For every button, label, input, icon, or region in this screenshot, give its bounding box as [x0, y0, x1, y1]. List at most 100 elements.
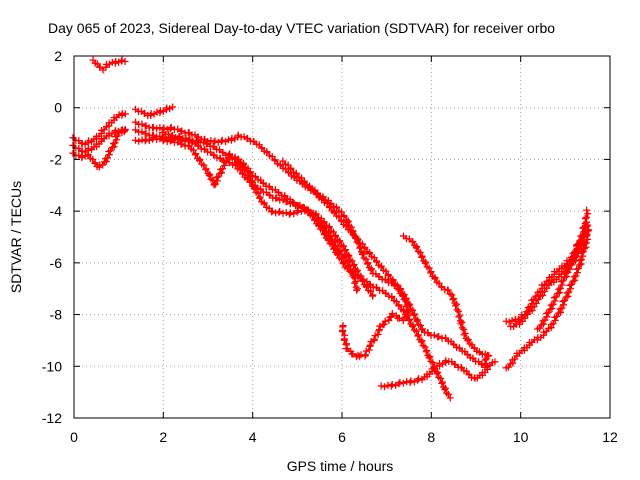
data-point [579, 238, 586, 246]
data-point [189, 146, 197, 154]
data-point [448, 291, 456, 299]
data-point [377, 382, 385, 390]
data-point [121, 125, 129, 133]
data-point [386, 313, 394, 321]
data-point [358, 277, 366, 285]
data-point [388, 310, 396, 318]
data-point [408, 322, 416, 330]
data-point [583, 213, 591, 221]
data-point [458, 324, 466, 332]
data-point [427, 269, 435, 277]
data-point [579, 224, 587, 232]
data-point [191, 151, 199, 159]
series-arc-7 [131, 126, 454, 402]
data-point [374, 330, 382, 338]
data-point [354, 351, 362, 359]
data-point [145, 137, 153, 145]
data-point [380, 320, 388, 328]
data-point [573, 269, 581, 277]
data-point [359, 249, 367, 257]
data-point [422, 348, 430, 356]
data-point [387, 313, 395, 321]
data-point [410, 378, 418, 386]
data-point [336, 247, 344, 255]
series-arc-12 [377, 357, 499, 391]
data-point [200, 161, 208, 169]
data-point [196, 157, 204, 165]
data-point [159, 137, 167, 145]
chart-title: Day 065 of 2023, Sidereal Day-to-day VTE… [48, 20, 555, 36]
series-arc-9 [158, 129, 362, 294]
data-point [416, 249, 424, 257]
data-point [567, 285, 574, 293]
y-tick-label: -6 [50, 255, 63, 271]
data-point [166, 137, 174, 145]
data-point [385, 316, 393, 324]
data-point [571, 276, 579, 284]
data-point [112, 133, 120, 141]
data-point [367, 266, 375, 274]
series-arc-2 [69, 126, 129, 156]
data-point [290, 210, 298, 218]
data-point [425, 354, 433, 362]
data-point [268, 208, 276, 216]
data-point [348, 228, 356, 236]
data-point [142, 136, 150, 144]
data-point [435, 279, 443, 287]
data-point [403, 378, 411, 386]
series-arc-1 [69, 109, 129, 148]
data-point [453, 306, 461, 314]
data-point [400, 291, 408, 299]
y-tick-label: -12 [42, 410, 62, 426]
data-point [356, 244, 364, 252]
data-point [345, 261, 353, 269]
data-point [160, 124, 168, 132]
data-point [358, 250, 366, 258]
data-point [384, 381, 392, 389]
y-axis-label: SDTVAR / TECUs [8, 181, 24, 293]
data-point [347, 347, 355, 355]
data-point [438, 379, 446, 387]
data-point [431, 275, 439, 283]
data-point [579, 248, 587, 256]
data-point [407, 377, 415, 385]
data-point [275, 208, 283, 216]
data-point [341, 331, 349, 339]
data-point [355, 239, 363, 247]
x-tick-label: 6 [338, 429, 346, 445]
data-point [357, 272, 365, 280]
data-point [581, 215, 589, 223]
data-point [210, 181, 218, 189]
data-point [441, 385, 449, 393]
data-point [392, 381, 400, 389]
data-point [421, 259, 429, 267]
data-point [362, 255, 370, 263]
data-point [409, 238, 417, 246]
data-point [433, 370, 441, 378]
data-point [392, 312, 400, 320]
data-point [418, 253, 426, 261]
data-point [344, 258, 352, 266]
data-point [343, 340, 351, 348]
data-point [577, 256, 585, 264]
data-point [396, 378, 404, 386]
ticks: 0 2 4 6 8 10 12 -12 -10 -8 -6 -4 -2 0 2 [42, 48, 618, 445]
data-point [121, 110, 129, 118]
data-point [351, 279, 359, 287]
data-point [485, 352, 493, 360]
data-point [248, 177, 256, 185]
data-point [342, 257, 350, 265]
data-point [135, 137, 143, 145]
data-point [412, 244, 420, 252]
y-tick-label: -2 [50, 151, 63, 167]
data-point [555, 289, 563, 297]
x-tick-label: 10 [513, 429, 529, 445]
data-point [354, 285, 362, 293]
data-point [573, 241, 581, 249]
data-point [348, 257, 356, 265]
data-point [166, 124, 174, 132]
data-point [406, 379, 414, 386]
data-point [113, 132, 121, 140]
data-point [417, 338, 425, 346]
data-point [381, 383, 389, 391]
